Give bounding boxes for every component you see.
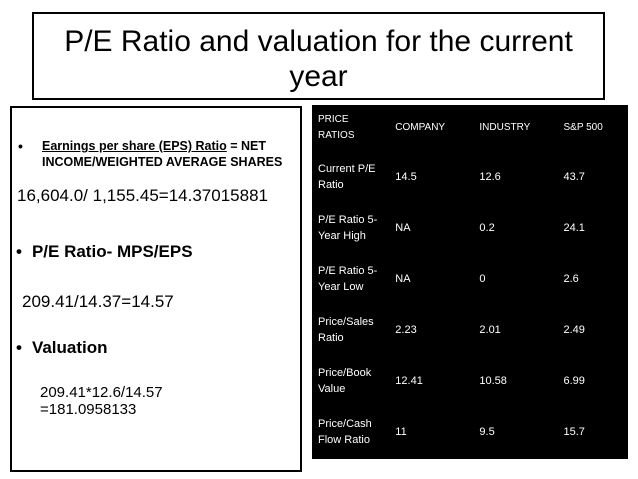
- row-label: Current P/E Ratio: [318, 162, 376, 191]
- header-price-ratios: PRICE RATIOS: [318, 114, 355, 141]
- bullet-dot: •: [18, 138, 23, 154]
- eps-formula: = NET INCOME/WEIGHTED AVERAGE SHARES: [42, 139, 283, 169]
- pe-label: P/E Ratio- MPS/EPS: [31, 242, 193, 261]
- valuation-calculation: 209.41*12.6/14.57 =181.0958133: [40, 384, 163, 418]
- cell-sp500: 2.49: [563, 323, 585, 336]
- cell-industry: 0: [479, 272, 486, 285]
- slide-title: P/E Ratio and valuation for the current …: [32, 12, 605, 100]
- header-company: COMPANY: [395, 122, 446, 133]
- table-row: Current P/E Ratio 14.5 12.6 43.7: [312, 151, 628, 202]
- pe-calculation: 209.41/14.37=14.57: [22, 292, 174, 311]
- cell-industry: 12.6: [479, 170, 501, 183]
- cell-company: 14.5: [395, 170, 417, 183]
- content-panel: • Earnings per share (EPS) Ratio = NET I…: [10, 106, 302, 472]
- bullet-eps: • Earnings per share (EPS) Ratio = NET I…: [18, 138, 298, 170]
- table-row: P/E Ratio 5-Year Low NA 0 2.6: [312, 253, 628, 304]
- cell-industry: 2.01: [479, 323, 501, 336]
- price-ratios-table: PRICE RATIOS COMPANY INDUSTRY S&P 500 Cu…: [312, 105, 628, 459]
- table-row: Price/Sales Ratio 2.23 2.01 2.49: [312, 304, 628, 355]
- table-row: Price/Cash Flow Ratio 11 9.5 15.7: [312, 406, 628, 457]
- cell-company: 2.23: [395, 323, 417, 336]
- cell-company: NA: [395, 272, 411, 285]
- row-label: P/E Ratio 5-Year Low: [318, 264, 378, 293]
- cell-sp500: 6.99: [563, 374, 585, 387]
- valuation-label: Valuation: [31, 338, 108, 357]
- valuation-line-2: =181.0958133: [40, 401, 137, 418]
- valuation-line-1: 209.41*12.6/14.57: [40, 384, 163, 401]
- cell-industry: 10.58: [479, 374, 507, 387]
- table-row: P/E Ratio 5-Year High NA 0.2 24.1: [312, 202, 628, 253]
- bullet-valuation: • Valuation: [16, 338, 108, 357]
- cell-industry: 9.5: [479, 425, 495, 438]
- eps-calculation: 16,604.0/ 1,155.45=14.37015881: [17, 186, 268, 205]
- table-row: Price/Book Value 12.41 10.58 6.99: [312, 355, 628, 406]
- cell-company: 11: [395, 425, 407, 438]
- cell-sp500: 2.6: [563, 272, 579, 285]
- cell-company: NA: [395, 221, 411, 234]
- cell-sp500: 24.1: [563, 221, 585, 234]
- table-header-row: PRICE RATIOS COMPANY INDUSTRY S&P 500: [312, 105, 628, 151]
- header-industry: INDUSTRY: [479, 122, 531, 133]
- row-label: P/E Ratio 5-Year High: [318, 213, 378, 242]
- row-label: Price/Cash Flow Ratio: [318, 417, 372, 446]
- cell-industry: 0.2: [479, 221, 495, 234]
- cell-sp500: 15.7: [563, 425, 585, 438]
- cell-sp500: 43.7: [563, 170, 585, 183]
- row-label: Price/Sales Ratio: [318, 315, 374, 344]
- bullet-pe: • P/E Ratio- MPS/EPS: [16, 242, 193, 261]
- header-sp500: S&P 500: [563, 122, 603, 133]
- row-label: Price/Book Value: [318, 366, 372, 395]
- eps-label: Earnings per share (EPS) Ratio: [42, 139, 227, 153]
- cell-company: 12.41: [395, 374, 423, 387]
